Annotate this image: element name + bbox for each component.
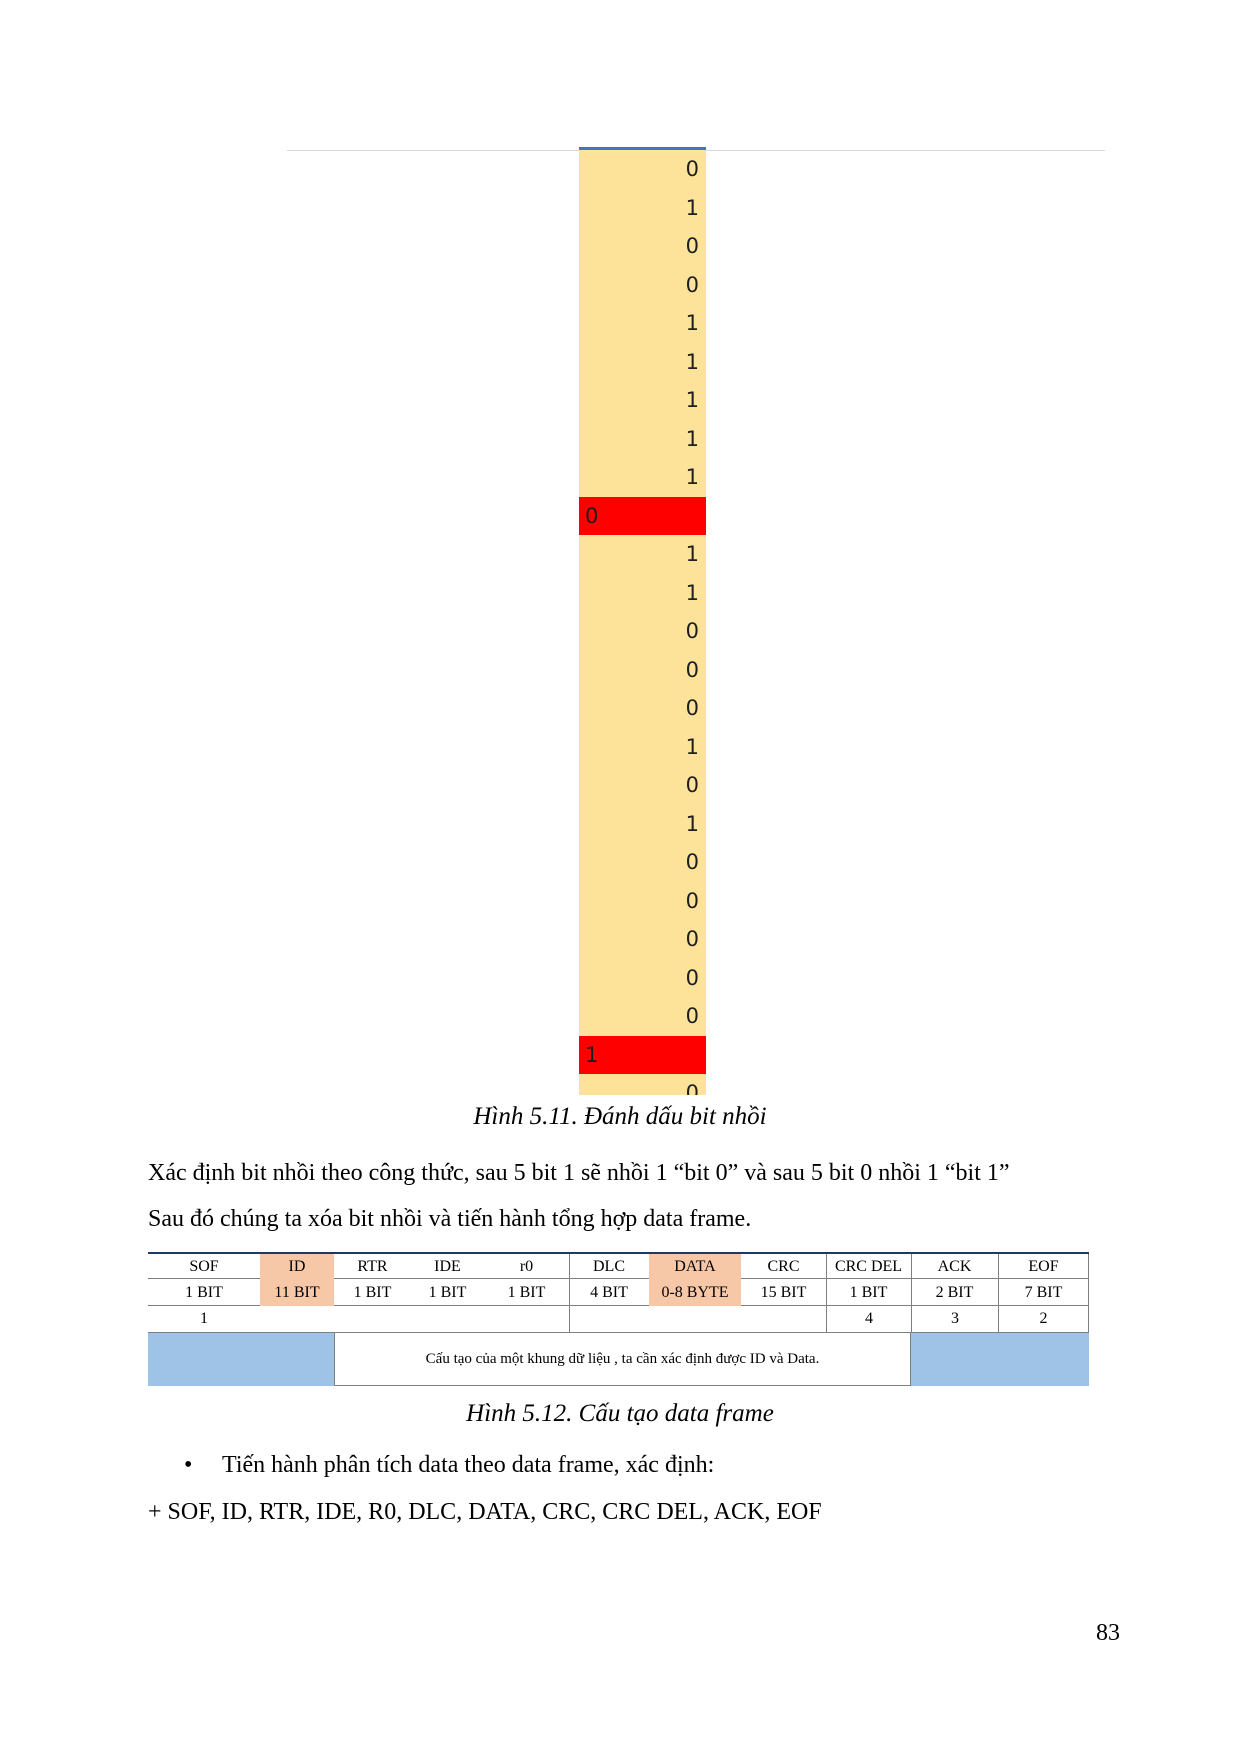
crc-del-order: 4: [865, 1310, 873, 1327]
stuffed-bit-cell: 0: [579, 496, 706, 535]
column-rule: [1088, 1254, 1089, 1332]
field-name-cell: ACK: [937, 1258, 972, 1275]
field-name-cell: SOF: [189, 1258, 219, 1275]
bullet-marker: •: [184, 1452, 193, 1478]
figure-5-11-caption: Hình 5.11. Đánh dấu bit nhồi: [473, 1103, 767, 1130]
field-size-cell: 1 BIT: [428, 1284, 467, 1301]
bit-cell: 0: [685, 657, 699, 682]
bit-cell: 0: [685, 272, 699, 297]
field-size-cell: 1 BIT: [507, 1284, 546, 1301]
column-rule: [569, 1254, 570, 1332]
bit-cell: 0: [685, 1081, 699, 1095]
field-size-cell: 1 BIT: [353, 1284, 392, 1301]
bit-cell: 0: [685, 888, 699, 913]
field-size-cell: 0-8 BYTE: [649, 1280, 741, 1306]
blue-block-right: [911, 1333, 1089, 1386]
field-name-cell: CRC DEL: [834, 1258, 903, 1275]
bit-cell: 1: [685, 465, 699, 489]
field-size-cell: 11 BIT: [260, 1280, 334, 1306]
fields-list-line: + SOF, ID, RTR, IDE, R0, DLC, DATA, CRC,…: [148, 1499, 822, 1525]
field-name-cell: DATA: [649, 1254, 741, 1280]
row-rule: [148, 1278, 1089, 1279]
blue-block-left: [148, 1333, 334, 1386]
figure-5-12-caption: Hình 5.12. Cấu tạo data frame: [466, 1400, 774, 1427]
bit-cell: 0: [685, 965, 699, 990]
field-name-cell: DLC: [593, 1258, 625, 1275]
sof-order: 1: [200, 1310, 208, 1327]
bit-cell: 0: [685, 927, 699, 951]
paragraph-line-1: Xác định bit nhồi theo công thức, sau 5 …: [148, 1160, 1010, 1186]
paragraph-line-2: Sau đó chúng ta xóa bit nhồi và tiến hàn…: [148, 1206, 752, 1232]
field-name-cell: ID: [260, 1254, 334, 1280]
field-size-cell: 2 BIT: [935, 1284, 974, 1301]
page-number: 83: [1096, 1620, 1120, 1646]
row-rule: [148, 1332, 1089, 1333]
field-size-cell: 1 BIT: [185, 1284, 223, 1301]
column-rule: [998, 1254, 999, 1332]
frame-note: Cấu tạo của một khung dữ liệu , ta cần x…: [334, 1333, 911, 1386]
field-name-cell: CRC: [767, 1258, 800, 1275]
row-rule: [148, 1305, 1089, 1306]
column-header-rule: [579, 147, 706, 150]
bit-cell: 0: [685, 850, 699, 874]
field-name-cell: IDE: [434, 1258, 461, 1275]
bit-cell: 1: [685, 580, 699, 605]
bit-cell: 1: [685, 195, 699, 220]
ack-order: 3: [951, 1310, 959, 1327]
bullet-text: Tiến hành phân tích data theo data frame…: [222, 1452, 715, 1478]
bit-cell: 0: [685, 696, 699, 720]
field-size-cell: 15 BIT: [760, 1284, 807, 1301]
data-frame-table: Cấu tạo của một khung dữ liệu , ta cần x…: [148, 1252, 1089, 1388]
field-size-cell: 1 BIT: [849, 1284, 888, 1301]
bit-cell: 1: [685, 542, 699, 566]
bit-cell: 0: [685, 1004, 699, 1028]
bit-cell: 0: [685, 234, 699, 258]
column-rule: [911, 1254, 912, 1332]
field-size-cell: 4 BIT: [590, 1284, 628, 1301]
table-top-border: [148, 1252, 1089, 1254]
bit-cell: 1: [685, 349, 699, 374]
bit-cell: 1: [685, 734, 699, 759]
field-name-cell: r0: [519, 1258, 534, 1275]
bit-cell: 0: [685, 773, 699, 797]
stuffed-bit-cell: 1: [579, 1035, 706, 1074]
column-rule: [826, 1254, 827, 1332]
bit-cell: 1: [685, 426, 699, 451]
field-name-cell: EOF: [1028, 1258, 1059, 1275]
bit-cell: 1: [685, 811, 699, 836]
eof-order: 2: [1039, 1310, 1048, 1327]
bit-cell: 1: [685, 311, 699, 335]
bit-cell: 0: [685, 157, 699, 181]
bit-cell: 1: [685, 388, 699, 412]
field-name-cell: RTR: [357, 1258, 388, 1275]
bit-stuffing-column: 0 1 0 0 1 1 1 1 1 0 1 1 0 0 0 1 0 1 0 0 0 0 0 1 0: [579, 150, 706, 1095]
bit-cell: 0: [685, 619, 699, 643]
field-size-cell: 7 BIT: [1024, 1284, 1063, 1301]
